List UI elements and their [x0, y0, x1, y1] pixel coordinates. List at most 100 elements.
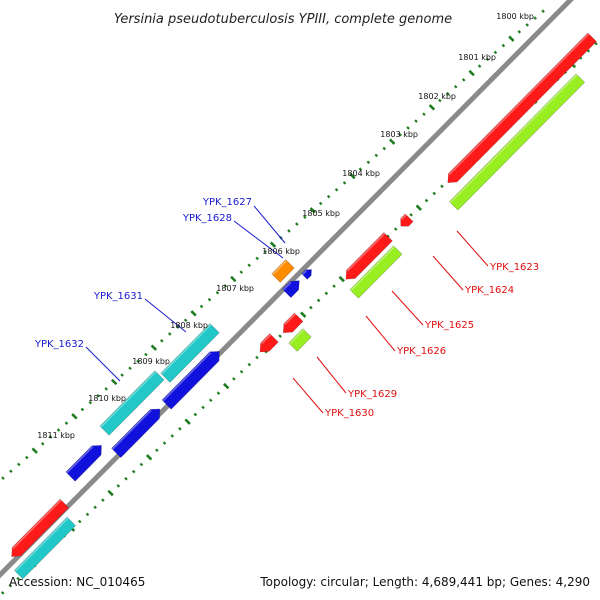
kbp-label: 1810 kbp: [88, 394, 126, 403]
tick-mark: [131, 469, 136, 474]
tick-mark: [406, 126, 410, 130]
tick-mark: [175, 325, 180, 329]
tick-mark: [80, 407, 85, 412]
tick-mark: [382, 146, 387, 151]
gene-ypk-1624: [400, 213, 414, 227]
tick-mark: [0, 591, 5, 595]
gene-label-ypk-1624: YPK_1624: [464, 285, 514, 296]
tick-mark: [116, 484, 121, 488]
map-title: Yersinia pseudotuberculosis YPIII, compl…: [114, 12, 452, 27]
tick-mark: [342, 181, 347, 185]
callout-line: [144, 298, 187, 333]
tick-mark: [461, 78, 466, 82]
tick-mark: [269, 241, 277, 248]
tick-mark: [150, 344, 158, 351]
gene-features: [11, 32, 597, 580]
tick-mark: [136, 359, 140, 364]
tick-mark: [334, 187, 339, 192]
tick-mark: [326, 194, 331, 199]
tick-mark: [8, 583, 13, 588]
tick-mark: [525, 23, 529, 27]
genome-summary-text: Topology: circular; Length: 4,689,441 bp…: [259, 575, 590, 589]
tick-mark: [263, 249, 267, 254]
tick-mark: [432, 191, 436, 196]
tick-mark: [477, 64, 482, 68]
gene-blue-1: [161, 351, 220, 410]
tick-rows: [0, 9, 598, 595]
gene-label-ypk-1629: YPK_1629: [347, 389, 397, 400]
kbp-label: 1800 kbp: [496, 12, 534, 21]
kbp-label: 1801 kbp: [458, 53, 496, 62]
tick-mark: [184, 418, 191, 425]
tick-mark: [366, 160, 371, 165]
tick-mark: [16, 576, 20, 581]
tick-mark: [541, 9, 545, 13]
gene-label-ypk-1628: YPK_1628: [182, 213, 232, 224]
tick-mark: [110, 378, 118, 386]
tick-mark: [167, 332, 172, 336]
tick-mark: [517, 30, 522, 34]
callout-line: [292, 377, 324, 414]
kbp-label: 1802 kbp: [418, 92, 456, 101]
tick-mark: [303, 215, 307, 219]
tick-mark: [56, 428, 61, 432]
tick-mark: [316, 298, 321, 303]
tick-mark: [232, 377, 236, 381]
tick-mark: [388, 138, 396, 145]
tick-mark: [318, 201, 323, 206]
callout-line: [233, 220, 284, 259]
tick-mark: [358, 167, 363, 171]
gene-ypk-1623-lime: [448, 73, 586, 211]
tick-mark: [230, 275, 237, 283]
tick-mark: [155, 448, 159, 452]
tick-mark: [332, 284, 336, 288]
gene-ypk-1629: [282, 312, 304, 334]
gene-ypk-1627: [271, 259, 295, 283]
kbp-label: 1806 kbp: [262, 247, 300, 256]
tick-mark: [128, 366, 132, 371]
tick-mark: [533, 16, 537, 20]
tick-mark: [422, 112, 426, 116]
tick-mark: [324, 291, 329, 296]
tick-mark: [508, 35, 515, 42]
tick-mark: [255, 355, 259, 360]
tick-mark: [300, 311, 307, 318]
tick-mark: [124, 476, 128, 481]
gene-ypk-1626: [345, 232, 393, 280]
accession-text: Accession: NC_010465: [9, 575, 145, 589]
kbp-label: 1804 kbp: [342, 169, 380, 178]
gene-ypk-1632: [99, 370, 165, 436]
tick-mark: [415, 204, 422, 211]
tick-mark: [183, 318, 188, 322]
callout-line: [365, 315, 396, 352]
gene-label-ypk-1626: YPK_1626: [396, 346, 446, 357]
callout-line: [432, 255, 464, 291]
tick-mark: [485, 57, 490, 62]
tick-mark: [309, 305, 313, 310]
tick-mark: [162, 441, 167, 445]
tick-mark: [349, 172, 356, 180]
tick-mark: [278, 334, 282, 338]
tick-mark: [17, 462, 21, 467]
tick-mark: [453, 84, 458, 89]
tick-mark: [120, 373, 124, 377]
tick-mark: [409, 213, 413, 217]
tick-mark: [295, 222, 299, 226]
tick-mark: [85, 512, 90, 517]
tick-mark: [222, 382, 230, 390]
tick-mark: [193, 412, 198, 417]
tick-mark: [31, 447, 38, 454]
tick-mark: [428, 104, 436, 111]
gene-label-ypk-1625: YPK_1625: [424, 320, 474, 331]
tick-mark: [386, 234, 390, 239]
gene-blue-2: [111, 408, 161, 459]
gene-label-ypk-1623: YPK_1623: [489, 262, 539, 273]
gene-cyan-lower-left: [13, 516, 77, 580]
kbp-label: 1811 kbp: [37, 431, 75, 440]
callout-line: [316, 356, 347, 394]
kbp-label: 1805 kbp: [302, 209, 340, 218]
tick-mark: [215, 290, 220, 295]
tick-mark: [170, 434, 174, 438]
tick-mark: [25, 455, 29, 460]
tick-mark: [493, 50, 498, 55]
